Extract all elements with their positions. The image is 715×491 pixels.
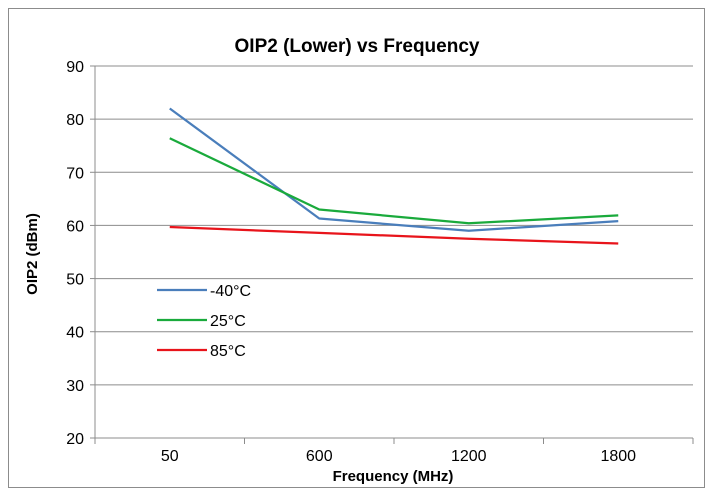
chart-title: OIP2 (Lower) vs Frequency (235, 36, 480, 57)
series-line-3 (169, 225, 619, 245)
y-tick-label: 90 (66, 59, 84, 76)
y-tick-label: 40 (66, 325, 84, 342)
x-tick-label: 1800 (600, 448, 636, 465)
x-tick-label: 50 (161, 448, 179, 465)
y-tick-label: 50 (66, 272, 84, 289)
y-tick-label: 20 (66, 431, 84, 448)
y-tick-label: 60 (66, 218, 84, 235)
y-tick-label: 30 (66, 378, 84, 395)
legend-label: 85°C (210, 343, 246, 360)
x-axis-title: Frequency (MHz) (333, 468, 454, 485)
x-tick-label: 600 (306, 448, 333, 465)
x-tick-label: 1200 (451, 448, 487, 465)
y-tick-label: 70 (66, 165, 84, 182)
series-line-2 (169, 137, 619, 225)
y-axis-title: OIP2 (dBm) (24, 213, 41, 295)
y-tick-label: 80 (66, 112, 84, 129)
legend-label: -40°C (210, 283, 251, 300)
chart-frame (8, 8, 705, 488)
series-line-1 (169, 107, 619, 232)
legend-label: 25°C (210, 313, 246, 330)
